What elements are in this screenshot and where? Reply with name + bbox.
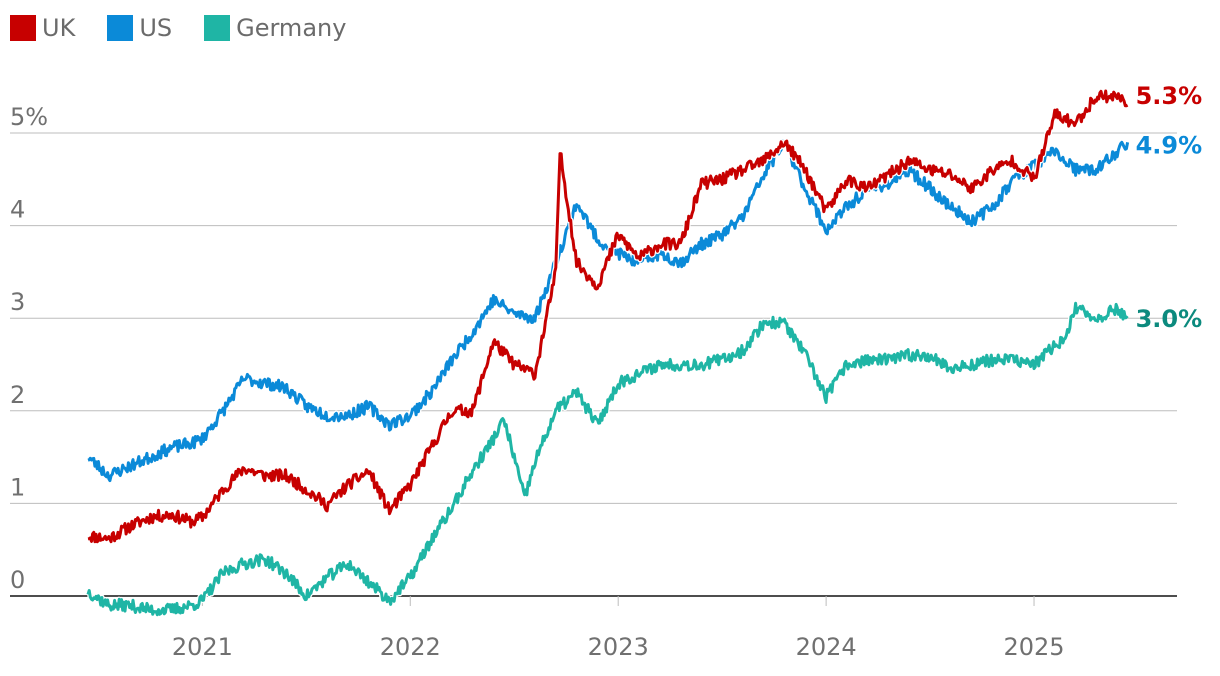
end-labels: 3.0% 4.9% 5.3% (1136, 82, 1203, 333)
legend-swatch-germany (204, 15, 231, 41)
x-axis-tick-labels: 2021 2022 2023 2024 2025 (172, 596, 1065, 661)
end-label-uk: 5.3% (1136, 82, 1203, 110)
y-tick-label: 0 (10, 566, 25, 594)
y-tick-label: 3 (10, 288, 25, 316)
y-tick-label: 2 (10, 381, 25, 409)
x-tick-label: 2025 (1004, 633, 1065, 661)
series-halo-uk (86, 88, 1130, 545)
legend-item-germany[interactable]: Germany (204, 14, 346, 42)
legend-item-uk[interactable]: UK (10, 14, 75, 42)
series-halo-germany (85, 300, 1130, 618)
end-label-us: 4.9% (1136, 131, 1203, 159)
legend-swatch-us (107, 15, 134, 41)
y-axis-tick-labels: 0 1 2 3 4 5% (10, 103, 48, 594)
series-lines (85, 88, 1131, 618)
end-label-germany: 3.0% (1136, 305, 1203, 333)
legend-label-uk: UK (42, 14, 76, 42)
y-tick-label: 4 (10, 196, 25, 224)
x-tick-label: 2023 (588, 633, 649, 661)
legend-label-us: US (139, 14, 173, 42)
y-tick-label: 1 (10, 473, 25, 501)
legend: UK US Germany (10, 14, 378, 42)
series-line-germany (86, 301, 1129, 617)
x-tick-label: 2021 (172, 633, 233, 661)
legend-item-us[interactable]: US (107, 14, 172, 42)
legend-swatch-uk (10, 15, 36, 41)
series-line-uk (87, 89, 1129, 544)
legend-label-germany: Germany (236, 14, 347, 42)
x-tick-label: 2022 (380, 633, 441, 661)
y-tick-label: 5% (10, 103, 48, 131)
x-tick-label: 2024 (796, 633, 857, 661)
